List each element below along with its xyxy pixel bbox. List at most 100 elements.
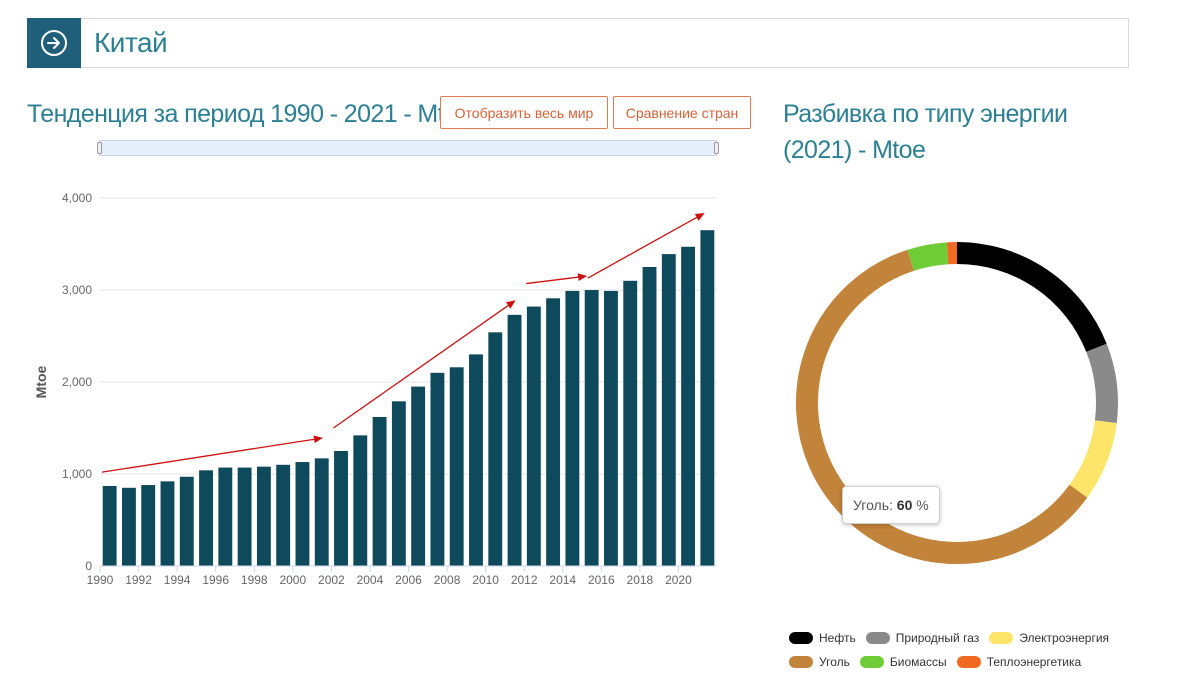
country-title: Китай: [94, 27, 168, 58]
legend-item[interactable]: Биомассы: [859, 655, 947, 669]
bar-2001[interactable]: [314, 458, 329, 566]
bar-1994[interactable]: [179, 476, 194, 566]
trend-title: Тенденция за период 1990 - 2021 - Mtoe: [27, 100, 471, 128]
legend-swatch: [989, 632, 1014, 644]
arrow-right-circle-icon: [41, 30, 67, 56]
legend-label: Природный газ: [895, 631, 980, 645]
donut-slice-Нефть[interactable]: [956, 242, 1107, 353]
x-tick-label: 2014: [549, 573, 576, 587]
legend-label: Электроэнергия: [1019, 631, 1110, 645]
legend-swatch: [789, 632, 813, 644]
x-tick-label: 2020: [665, 573, 692, 587]
bar-2012[interactable]: [526, 306, 541, 566]
trend-arrow: [333, 300, 516, 429]
bar-2005[interactable]: [391, 401, 406, 566]
legend-row: Нефть Природный газ Электроэнергия: [789, 626, 1169, 650]
donut-slice-Природный газ[interactable]: [1086, 343, 1118, 424]
bar-2008[interactable]: [449, 367, 464, 566]
x-tick-label: 2008: [434, 573, 461, 587]
bar-2011[interactable]: [507, 314, 522, 566]
legend-swatch: [859, 656, 884, 668]
bar-2021[interactable]: [700, 230, 715, 566]
bar-2019[interactable]: [661, 254, 676, 566]
bar-2016[interactable]: [604, 290, 618, 566]
tooltip-value: 60: [896, 497, 913, 513]
bar-2015[interactable]: [584, 290, 599, 566]
country-header: Китай: [27, 18, 1129, 68]
bar-2014[interactable]: [565, 290, 580, 566]
trend-arrow: [526, 273, 588, 285]
bar-1995[interactable]: [199, 470, 213, 566]
y-tick-label: 1,000: [62, 467, 92, 481]
legend-row: Уголь Биомассы Теплоэнергетика: [789, 650, 1169, 674]
bar-1993[interactable]: [160, 481, 175, 566]
bar-2017[interactable]: [623, 280, 638, 566]
bar-2018[interactable]: [642, 267, 657, 566]
x-tick-label: 2002: [318, 573, 345, 587]
bar-2020[interactable]: [681, 246, 696, 566]
navigator-right-handle[interactable]: [714, 142, 719, 154]
bar-1991[interactable]: [121, 487, 136, 566]
bar-1997[interactable]: [237, 467, 252, 566]
x-tick-label: 1996: [202, 573, 229, 587]
y-tick-label: 4,000: [62, 191, 92, 205]
y-axis-label: Mtoe: [33, 365, 49, 398]
energy-type-donut-chart: [796, 242, 1118, 564]
y-tick-label: 2,000: [62, 375, 92, 389]
x-tick-label: 2004: [357, 573, 384, 587]
y-tick-label: 3,000: [62, 283, 92, 297]
bar-2007[interactable]: [430, 372, 445, 566]
legend-item[interactable]: Электроэнергия: [989, 631, 1109, 645]
legend-item[interactable]: Теплоэнергетика: [956, 655, 1082, 669]
bar-2006[interactable]: [411, 386, 426, 566]
legend-swatch: [789, 656, 813, 668]
trend-arrow: [587, 213, 705, 279]
donut-slice-Уголь[interactable]: [796, 249, 1088, 564]
x-tick-label: 2012: [511, 573, 538, 587]
donut-slice-Биомассы[interactable]: [907, 242, 949, 271]
bar-2000[interactable]: [295, 462, 310, 566]
bar-2003[interactable]: [353, 435, 368, 566]
legend-label: Теплоэнергетика: [986, 655, 1082, 669]
x-tick-label: 2016: [588, 573, 615, 587]
navigator-left-handle[interactable]: [97, 142, 102, 154]
legend-item[interactable]: Природный газ: [865, 631, 980, 645]
bar-2010[interactable]: [488, 332, 503, 566]
bar-1990[interactable]: [102, 485, 117, 566]
legend-swatch: [865, 632, 890, 644]
bar-2013[interactable]: [546, 298, 561, 566]
bar-1999[interactable]: [276, 464, 291, 566]
navigate-button[interactable]: [27, 18, 81, 68]
bar-2004[interactable]: [372, 416, 387, 566]
x-tick-label: 1994: [164, 573, 191, 587]
coal-tooltip: Уголь: 60 %: [842, 486, 940, 524]
x-tick-label: 2006: [395, 573, 422, 587]
bar-2002[interactable]: [334, 451, 348, 566]
legend-label: Биомассы: [889, 655, 947, 669]
tooltip-unit: %: [916, 497, 929, 513]
compare-countries-button[interactable]: Сравнение стран: [613, 96, 751, 129]
x-tick-label: 2010: [472, 573, 499, 587]
breakdown-title: Разбивка по типу энергии (2021) - Mtoe: [783, 100, 1068, 164]
donut-legend: Нефть Природный газ Электроэнергия Уголь Би…: [789, 626, 1169, 674]
trend-arrow: [101, 435, 324, 473]
bar-1998[interactable]: [256, 466, 271, 566]
legend-swatch: [956, 656, 981, 668]
legend-item[interactable]: Уголь: [789, 655, 850, 669]
legend-label: Уголь: [819, 655, 850, 669]
show-world-button[interactable]: Отобразить весь мир: [440, 96, 608, 129]
bar-1992[interactable]: [141, 485, 156, 566]
x-tick-label: 2018: [627, 573, 654, 587]
bar-1996[interactable]: [218, 467, 233, 566]
x-tick-label: 1998: [241, 573, 268, 587]
legend-item[interactable]: Нефть: [789, 631, 856, 645]
x-tick-label: 1990: [87, 573, 114, 587]
x-tick-label: 1992: [125, 573, 152, 587]
legend-label: Нефть: [819, 631, 856, 645]
bar-2009[interactable]: [469, 354, 483, 566]
donut-slice-Электроэнергия[interactable]: [1069, 420, 1117, 498]
trend-bar-chart: 0 1,000 2,000 3,000 4,000 Mtoe 1990 1992 1994 199…: [33, 191, 717, 587]
x-tick-label: 2000: [279, 573, 306, 587]
tooltip-label: Уголь:: [853, 497, 893, 513]
range-navigator[interactable]: [97, 140, 719, 156]
